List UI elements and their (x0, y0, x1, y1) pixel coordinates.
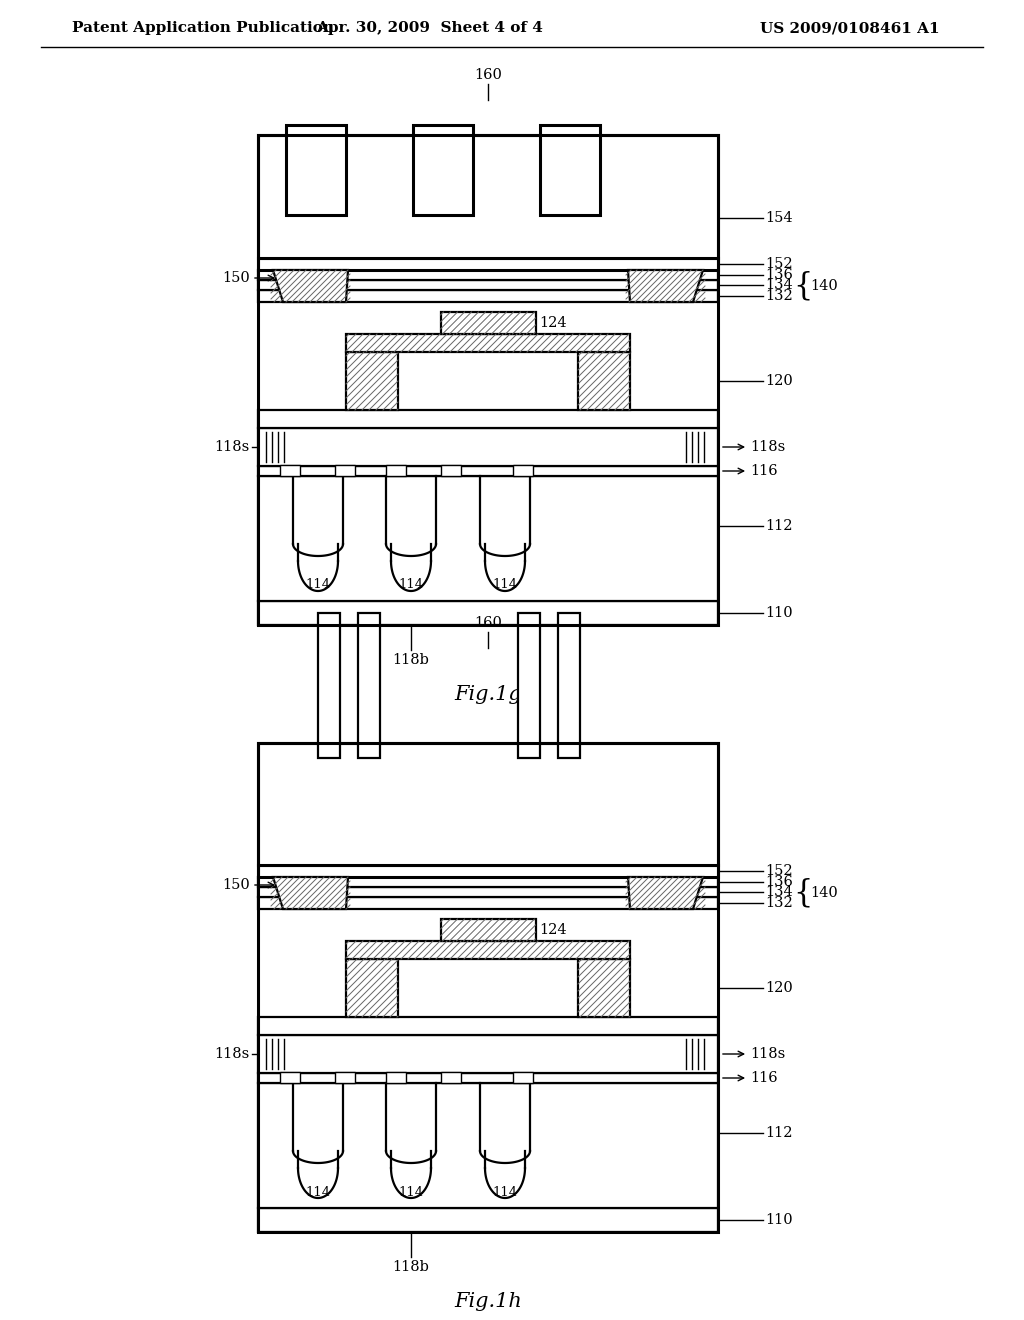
Bar (258, 1073, 718, 1082)
Text: US 2009/0108461 A1: US 2009/0108461 A1 (760, 21, 940, 36)
Text: 110: 110 (765, 606, 793, 620)
Text: 118s: 118s (215, 1047, 250, 1061)
Text: 112: 112 (765, 1126, 793, 1140)
Bar (346, 960, 398, 1016)
Polygon shape (628, 876, 703, 909)
Bar (258, 257, 718, 271)
Bar (286, 125, 346, 215)
Bar (386, 465, 406, 477)
Bar (318, 612, 340, 758)
Bar (358, 612, 380, 758)
Bar (346, 334, 630, 352)
Bar (578, 352, 630, 411)
Bar (441, 465, 461, 477)
Bar (346, 941, 630, 960)
Text: 114: 114 (398, 1185, 424, 1199)
Text: Fig.1h: Fig.1h (454, 1292, 522, 1311)
Text: {: { (793, 878, 812, 908)
Bar (258, 887, 718, 898)
Text: 160: 160 (474, 69, 502, 82)
Polygon shape (273, 271, 348, 302)
Bar (258, 290, 718, 302)
Text: 114: 114 (305, 578, 331, 591)
Bar (578, 960, 630, 1016)
Bar (440, 312, 536, 334)
Bar (258, 1035, 718, 1073)
Bar (258, 601, 718, 624)
Bar (258, 1016, 718, 1035)
Text: 116: 116 (750, 465, 777, 478)
Bar (258, 1082, 718, 1208)
Bar (513, 465, 534, 477)
Bar (513, 1072, 534, 1082)
Bar (258, 865, 718, 876)
Text: Apr. 30, 2009  Sheet 4 of 4: Apr. 30, 2009 Sheet 4 of 4 (316, 21, 544, 36)
Text: 120: 120 (765, 374, 793, 388)
Text: 112: 112 (765, 519, 793, 533)
Bar (280, 465, 300, 477)
Text: 118b: 118b (392, 653, 429, 667)
Text: 118b: 118b (392, 1261, 429, 1274)
Text: 114: 114 (305, 1185, 331, 1199)
Bar (346, 352, 398, 411)
Text: 152: 152 (765, 257, 793, 271)
Bar (440, 919, 536, 941)
Bar (258, 898, 718, 909)
Bar (258, 271, 718, 280)
Polygon shape (628, 271, 703, 302)
Text: 150: 150 (222, 271, 250, 285)
Text: 114: 114 (398, 578, 424, 591)
Text: 136: 136 (765, 268, 793, 282)
Text: 140: 140 (810, 886, 838, 900)
Bar (258, 466, 718, 477)
Bar (558, 612, 580, 758)
Text: 154: 154 (765, 211, 793, 224)
Bar (413, 125, 473, 215)
Bar (518, 612, 540, 758)
Bar (258, 743, 718, 865)
Text: 120: 120 (765, 981, 793, 995)
Text: 136: 136 (765, 875, 793, 888)
Text: 134: 134 (765, 279, 793, 292)
Text: 134: 134 (765, 884, 793, 899)
Bar (258, 1208, 718, 1232)
Text: 140: 140 (810, 279, 838, 293)
Polygon shape (273, 876, 348, 909)
Bar (258, 477, 718, 601)
Bar (258, 876, 718, 887)
Text: 110: 110 (765, 1213, 793, 1228)
Text: 152: 152 (765, 865, 793, 878)
Text: 150: 150 (222, 878, 250, 892)
Bar (540, 125, 600, 215)
Text: 118s: 118s (750, 440, 785, 454)
Text: Fig.1g: Fig.1g (454, 685, 522, 704)
Bar (386, 1072, 406, 1082)
Text: Patent Application Publication: Patent Application Publication (72, 21, 334, 36)
Text: 114: 114 (493, 578, 517, 591)
Text: 114: 114 (493, 1185, 517, 1199)
Text: {: { (793, 271, 812, 301)
Text: 116: 116 (750, 1071, 777, 1085)
Text: 124: 124 (540, 315, 567, 330)
Bar (280, 1072, 300, 1082)
Text: 124: 124 (540, 923, 567, 937)
Bar (335, 1072, 355, 1082)
Text: 160: 160 (474, 616, 502, 630)
Bar (335, 465, 355, 477)
Bar (258, 743, 718, 1232)
Text: 132: 132 (765, 289, 793, 304)
Text: 118s: 118s (750, 1047, 785, 1061)
Bar (258, 135, 718, 257)
Bar (258, 135, 718, 624)
Bar (258, 411, 718, 428)
Bar (258, 280, 718, 290)
Text: 118s: 118s (215, 440, 250, 454)
Text: 132: 132 (765, 896, 793, 909)
Bar (441, 1072, 461, 1082)
Bar (258, 428, 718, 466)
